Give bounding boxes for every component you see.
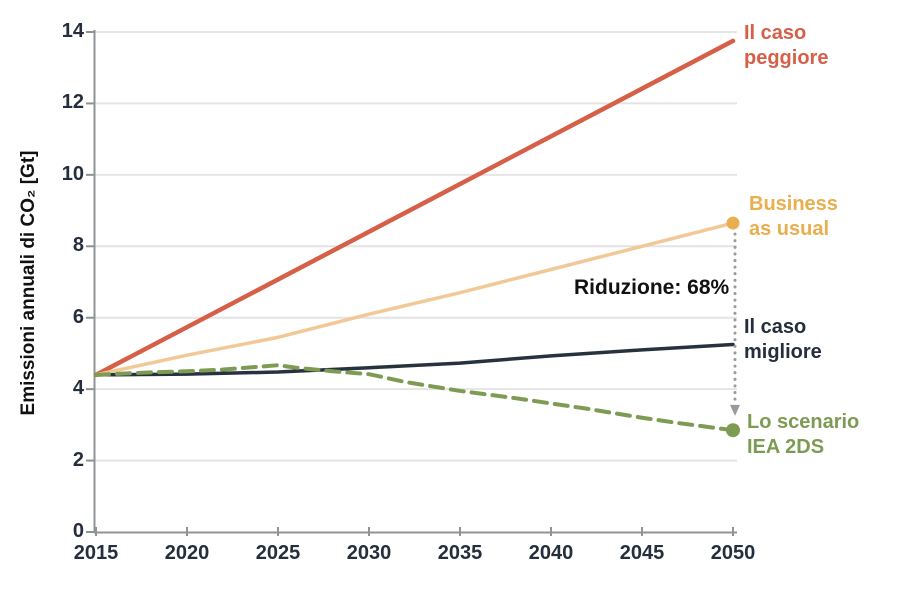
y-tick-label-0: 0 (72, 520, 84, 542)
series-label-worst-case: Il caso peggiore (744, 22, 829, 69)
y-tick-label-6: 6 (72, 305, 84, 328)
x-tick-label-2040: 2040 (528, 542, 574, 564)
reduction-annotation: Riduzione: 68% (574, 276, 730, 299)
y-tick-label-14: 14 (61, 20, 84, 42)
series-end-dot-business-as-usual (726, 216, 740, 230)
series-label-business-as-usual: Business as usual (749, 193, 838, 240)
x-tick-label-2050: 2050 (710, 542, 756, 564)
series-label-best-case: Il caso migliore (744, 316, 822, 363)
y-tick-label-8: 8 (72, 234, 84, 257)
x-tick-label-2035: 2035 (437, 542, 483, 564)
y-tick-label-12: 12 (61, 91, 84, 114)
series-line-scenario-iea-2ds (94, 363, 735, 433)
series-label-iea-2ds: Lo scenario IEA 2DS (747, 411, 860, 458)
series-line-il-caso-migliore (94, 342, 735, 377)
series-line-il-caso-peggiore (93, 38, 736, 378)
reduction-arrow-head (730, 404, 740, 416)
series-end-dot-scenario-iea-2ds (726, 423, 740, 438)
x-tick-label-2025: 2025 (255, 542, 301, 564)
x-tick-label-2015: 2015 (73, 542, 119, 564)
x-tick-label-2045: 2045 (619, 542, 665, 564)
y-tick-label-10: 10 (61, 162, 84, 185)
y-tick-label-2: 2 (72, 448, 84, 471)
series-line-business-as-usual (94, 221, 735, 377)
x-tick-label-2030: 2030 (346, 542, 392, 564)
y-tick-label-4: 4 (72, 377, 84, 400)
x-tick-label-2020: 2020 (164, 542, 210, 564)
y-axis-title: Emissioni annuali di CO₂ [Gt] (18, 150, 39, 416)
